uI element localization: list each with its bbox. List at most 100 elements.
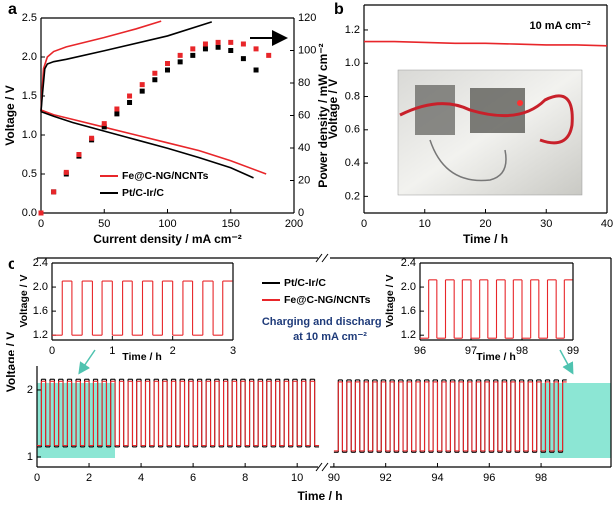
y-tick-label: 1.2 [401, 329, 416, 341]
inset-right: 96 97 98 99 1.2 1.6 2.0 2.4 Time / h Voltage / V [382, 257, 579, 366]
marker [215, 39, 221, 45]
photo [397, 69, 583, 196]
panel-b: 0 10 20 30 40 0.2 0.4 0.6 0.8 1.0 1.2 Time / h Volta… [326, 1, 613, 246]
line [40, 20, 162, 112]
legend-label: Fe@C-NG/NCNTs [284, 294, 371, 306]
panel-label: b [334, 1, 344, 18]
marker [202, 41, 208, 47]
legend-label: Fe@C-NG/NCNTs [122, 170, 209, 182]
panel-c-right: 90 92 94 96 98 [328, 257, 612, 484]
panel-label: a [8, 1, 17, 18]
axis-break [315, 253, 329, 472]
line [40, 21, 213, 112]
x-tick-label: 97 [465, 345, 477, 357]
y2-axis-label: Power density / mW cm⁻² [316, 43, 330, 187]
y-tick-label: 0.8 [345, 90, 360, 102]
x-tick-label: 200 [285, 218, 303, 230]
x-tick-label: 20 [479, 218, 491, 230]
inset-left: 0 1 2 3 1.2 1.6 2.0 2.4 Time / h Voltage / V [14, 257, 239, 366]
y-axis-label: Voltage / V [326, 79, 340, 139]
highlight [540, 383, 611, 458]
marker [76, 152, 82, 157]
marker [177, 59, 183, 65]
x-tick-label: 8 [242, 472, 248, 484]
marker [38, 210, 44, 216]
y-axis-label: Voltage / V [384, 275, 396, 328]
x-axis-label: Time / h [476, 351, 515, 363]
y-tick-label: 2.4 [33, 257, 48, 269]
x-tick-label: 0 [38, 218, 44, 230]
panel-a: 0 50 100 150 200 0.0 0.5 1.0 1.5 2.0 2.5 0 20 40 60 80 1… [3, 1, 330, 246]
x-tick-label: 2 [86, 472, 92, 484]
marker [165, 67, 170, 73]
y-tick-label: 1.5 [22, 90, 37, 102]
y-tick-label: 1 [27, 451, 33, 463]
x-tick-label: 2 [170, 345, 176, 357]
x-tick-label: 40 [601, 218, 613, 230]
legend-label: Pt/C-Ir/C [284, 277, 326, 289]
annotation: at 10 mA cm⁻² [293, 331, 367, 343]
y2-tick-label: 120 [298, 12, 316, 24]
annotation: Charging and discharging [262, 316, 398, 328]
y2-tick-label: 60 [298, 109, 310, 121]
y-tick-label: 0.0 [22, 207, 37, 219]
marker [114, 111, 120, 117]
marker [139, 82, 145, 88]
marker [253, 46, 259, 52]
y2-tick-label: 20 [298, 174, 310, 186]
marker [190, 46, 196, 52]
marker [63, 169, 69, 175]
x-axis-label: Time / h [463, 232, 508, 246]
x-tick-label: 0 [34, 472, 40, 484]
line [40, 110, 254, 179]
y-tick-label: 0.2 [345, 190, 360, 202]
marker [127, 100, 133, 105]
y-tick-label: 1.6 [33, 305, 48, 317]
x-tick-label: 94 [431, 472, 443, 484]
inset-background [382, 259, 579, 366]
x-tick-label: 99 [567, 345, 579, 357]
y-tick-label: 0.6 [345, 124, 360, 136]
y-tick-label: 1.2 [345, 24, 360, 36]
y2-tick-label: 40 [298, 142, 310, 154]
marker [228, 39, 234, 45]
x-tick-label: 10 [291, 472, 303, 484]
y-tick-label: 2.0 [22, 51, 37, 63]
x-axis-label: Time / h [122, 351, 161, 363]
x-tick-label: 98 [516, 345, 528, 357]
x-tick-label: 10 [419, 218, 431, 230]
x-tick-label: 90 [328, 472, 340, 484]
x-tick-label: 92 [380, 472, 392, 484]
marker [253, 67, 259, 73]
y-tick-label: 1.0 [22, 129, 37, 141]
marker [228, 48, 234, 53]
y-tick-label: 2.4 [401, 257, 416, 269]
marker [152, 77, 158, 83]
marker [127, 93, 133, 99]
marker [101, 121, 107, 127]
marker [215, 44, 221, 50]
marker [114, 106, 120, 112]
marker [89, 135, 95, 141]
x-axis-label: Time / h [297, 489, 342, 503]
x-tick-label: 3 [230, 345, 236, 357]
y2-tick-label: 80 [298, 77, 310, 89]
x-tick-label: 4 [138, 472, 144, 484]
marker [101, 124, 107, 130]
line [40, 109, 267, 175]
legend-label: Pt/C-Ir/C [122, 187, 164, 199]
marker [139, 88, 145, 94]
y-tick-label: 0.4 [345, 157, 360, 169]
y-tick-label: 1.6 [401, 305, 416, 317]
x-tick-label: 0 [49, 345, 55, 357]
x-tick-label: 1 [109, 345, 115, 357]
marker [240, 56, 246, 62]
marker [190, 52, 196, 58]
y-tick-label: 1.0 [345, 57, 360, 69]
x-tick-label: 98 [535, 472, 547, 484]
marker [266, 52, 272, 58]
inset-arrow [559, 349, 574, 375]
annotation: 10 mA cm⁻² [529, 20, 590, 32]
y-tick-label: 0.5 [22, 168, 37, 180]
